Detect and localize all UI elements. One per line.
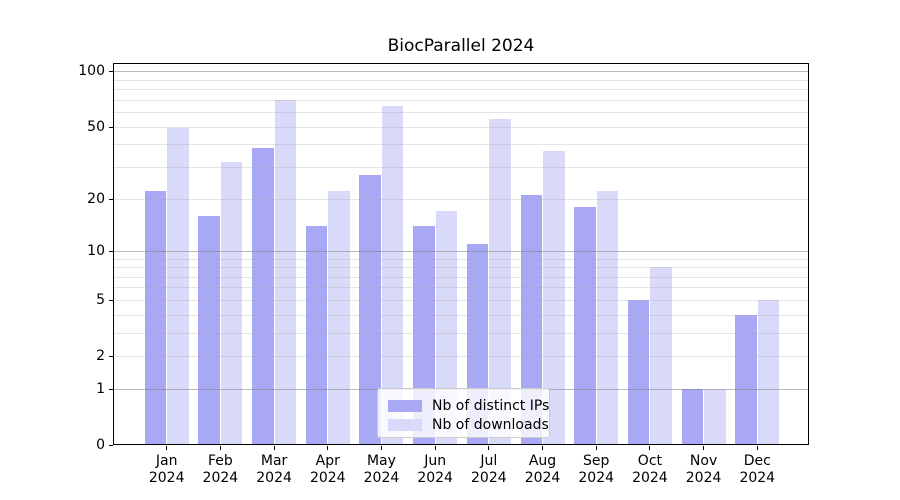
gridline-7 <box>113 276 809 278</box>
y-tick-label-5: 5 <box>96 291 105 308</box>
legend: Nb of distinct IPs Nb of downloads <box>377 388 550 438</box>
bar-distinct-ips-jan <box>144 191 167 445</box>
y-tick-label-1: 1 <box>96 380 105 397</box>
bar-distinct-ips-feb <box>198 215 220 445</box>
gridline-60 <box>113 112 809 114</box>
bar-downloads-jul <box>489 119 511 445</box>
bar-downloads-oct <box>650 267 672 445</box>
x-tick-mark-mar <box>273 446 275 450</box>
x-tick-mark-nov <box>703 446 705 450</box>
gridline-6 <box>113 287 809 289</box>
bar-distinct-ips-apr <box>305 225 328 445</box>
bar-distinct-ips-sep <box>574 206 596 445</box>
gridline-20 <box>113 198 809 200</box>
bar-distinct-ips-dec <box>735 314 757 445</box>
y-tick-mark-1 <box>109 388 113 390</box>
x-tick-label-aug: Aug 2024 <box>524 453 561 486</box>
y-tick-mark-5 <box>109 299 113 301</box>
x-tick-mark-dec <box>756 446 758 450</box>
x-tick-mark-apr <box>327 446 329 450</box>
y-tick-label-0: 0 <box>96 437 105 453</box>
x-tick-label-may: May 2024 <box>363 453 400 486</box>
gridline-10 <box>113 250 809 252</box>
bar-distinct-ips-oct <box>627 299 650 445</box>
bar-downloads-feb <box>220 161 243 445</box>
x-tick-label-jul: Jul 2024 <box>471 453 507 486</box>
bar-downloads-mar <box>274 99 297 445</box>
legend-item-distinct-ips: Nb of distinct IPs <box>388 396 549 415</box>
bar-downloads-dec <box>757 299 780 445</box>
chart-title: BiocParallel 2024 <box>387 36 535 56</box>
y-tick-mark-100 <box>109 71 113 73</box>
plot-area: Nb of distinct IPs Nb of downloads <box>113 63 809 445</box>
y-tick-label-20: 20 <box>87 190 105 207</box>
bar-distinct-ips-nov <box>681 388 704 445</box>
bar-distinct-ips-mar <box>252 148 274 445</box>
bar-downloads-jan <box>167 128 189 445</box>
gridline-80 <box>113 89 809 91</box>
x-tick-label-oct: Oct 2024 <box>632 453 668 486</box>
y-tick-mark-50 <box>109 126 113 128</box>
gridline-9 <box>113 258 809 260</box>
gridline-8 <box>113 267 809 269</box>
gridline-2 <box>113 356 809 358</box>
x-tick-label-jun: Jun 2024 <box>417 453 453 486</box>
x-tick-mark-jan <box>166 446 168 450</box>
x-tick-mark-jul <box>488 446 490 450</box>
legend-swatch-downloads <box>388 418 422 431</box>
bar-downloads-may <box>381 105 404 445</box>
gridline-50 <box>113 126 809 128</box>
x-tick-label-apr: Apr 2024 <box>309 453 346 486</box>
legend-item-downloads: Nb of downloads <box>388 415 549 434</box>
y-tick-label-10: 10 <box>87 242 105 259</box>
bar-downloads-aug <box>543 150 565 445</box>
y-tick-label-100: 100 <box>78 63 105 80</box>
y-tick-mark-20 <box>109 198 113 200</box>
x-tick-mark-feb <box>219 446 221 450</box>
y-tick-label-50: 50 <box>87 118 105 135</box>
y-tick-mark-2 <box>109 356 113 358</box>
x-tick-mark-sep <box>595 446 597 450</box>
gridline-3 <box>113 332 809 334</box>
y-tick-label-2: 2 <box>96 348 105 365</box>
gridline-5 <box>113 299 809 301</box>
x-tick-label-feb: Feb 2024 <box>202 453 239 486</box>
legend-label-downloads: Nb of downloads <box>432 416 549 433</box>
gridline-100 <box>113 71 809 73</box>
y-tick-mark-10 <box>109 250 113 252</box>
gridline-4 <box>113 314 809 316</box>
legend-label-distinct-ips: Nb of distinct IPs <box>432 397 550 414</box>
bar-downloads-sep <box>596 191 619 445</box>
bar-distinct-ips-may <box>359 175 381 445</box>
x-tick-mark-jun <box>434 446 436 450</box>
bar-downloads-jun <box>435 211 458 445</box>
gridline-90 <box>113 79 809 81</box>
x-tick-label-mar: Mar 2024 <box>256 453 292 486</box>
legend-swatch-distinct-ips <box>388 399 422 412</box>
x-tick-label-nov: Nov 2024 <box>685 453 722 486</box>
gridline-70 <box>113 99 809 101</box>
bar-downloads-nov <box>704 388 726 445</box>
x-tick-label-jan: Jan 2024 <box>148 453 185 486</box>
x-tick-label-dec: Dec 2024 <box>739 453 776 486</box>
x-tick-label-sep: Sep 2024 <box>578 453 615 486</box>
gridline-30 <box>113 166 809 168</box>
gridline-40 <box>113 144 809 146</box>
y-tick-mark-0 <box>109 445 113 446</box>
x-tick-mark-oct <box>649 446 651 450</box>
bar-downloads-apr <box>328 191 350 445</box>
x-tick-mark-aug <box>542 446 544 450</box>
bar-distinct-ips-aug <box>520 194 543 445</box>
x-tick-mark-may <box>380 446 382 450</box>
